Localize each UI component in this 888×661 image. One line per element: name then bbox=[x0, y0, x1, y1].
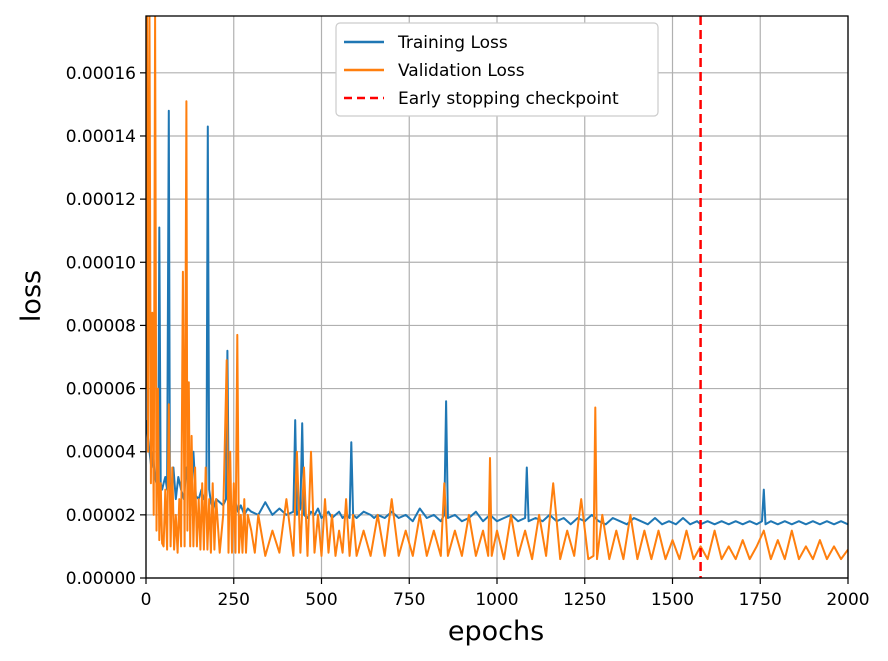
y-tick-label: 0.00002 bbox=[66, 506, 136, 526]
legend-label-training-loss: Training Loss bbox=[397, 33, 508, 53]
x-tick-label: 750 bbox=[393, 590, 425, 610]
y-tick-label: 0.00008 bbox=[66, 316, 136, 336]
x-tick-label: 1750 bbox=[739, 590, 782, 610]
x-tick-label: 1500 bbox=[651, 590, 694, 610]
legend-box bbox=[335, 22, 659, 117]
x-tick-label: 1000 bbox=[475, 590, 518, 610]
series-group bbox=[146, 16, 848, 578]
y-tick-label: 0.00014 bbox=[66, 127, 136, 147]
y-tick-label: 0.00016 bbox=[66, 64, 136, 84]
legend-label-early-stopping: Early stopping checkpoint bbox=[398, 89, 619, 109]
legend: Training Loss Validation Loss Early stop… bbox=[335, 22, 659, 117]
series-line-training-loss bbox=[146, 109, 848, 526]
x-tick-label: 2000 bbox=[826, 590, 869, 610]
y-tick-label: 0.00012 bbox=[66, 190, 136, 210]
y-axis-label: loss bbox=[16, 270, 47, 322]
x-axis-label: epochs bbox=[448, 616, 544, 647]
series-line-validation-loss bbox=[146, 16, 848, 561]
x-tick-label: 250 bbox=[218, 590, 250, 610]
tick-group: 0 250 500 750 1000 1250 1500 1750 2000 0.00000 0.0… bbox=[66, 64, 870, 610]
x-tick-label: 500 bbox=[305, 590, 337, 610]
x-tick-label: 1250 bbox=[563, 590, 606, 610]
x-tick-label: 0 bbox=[141, 590, 152, 610]
legend-label-validation-loss: Validation Loss bbox=[398, 61, 525, 81]
y-tick-label: 0.00000 bbox=[66, 569, 136, 589]
y-tick-label: 0.00004 bbox=[66, 443, 136, 463]
y-tick-label: 0.00006 bbox=[66, 380, 136, 400]
y-tick-label: 0.00010 bbox=[66, 253, 136, 273]
